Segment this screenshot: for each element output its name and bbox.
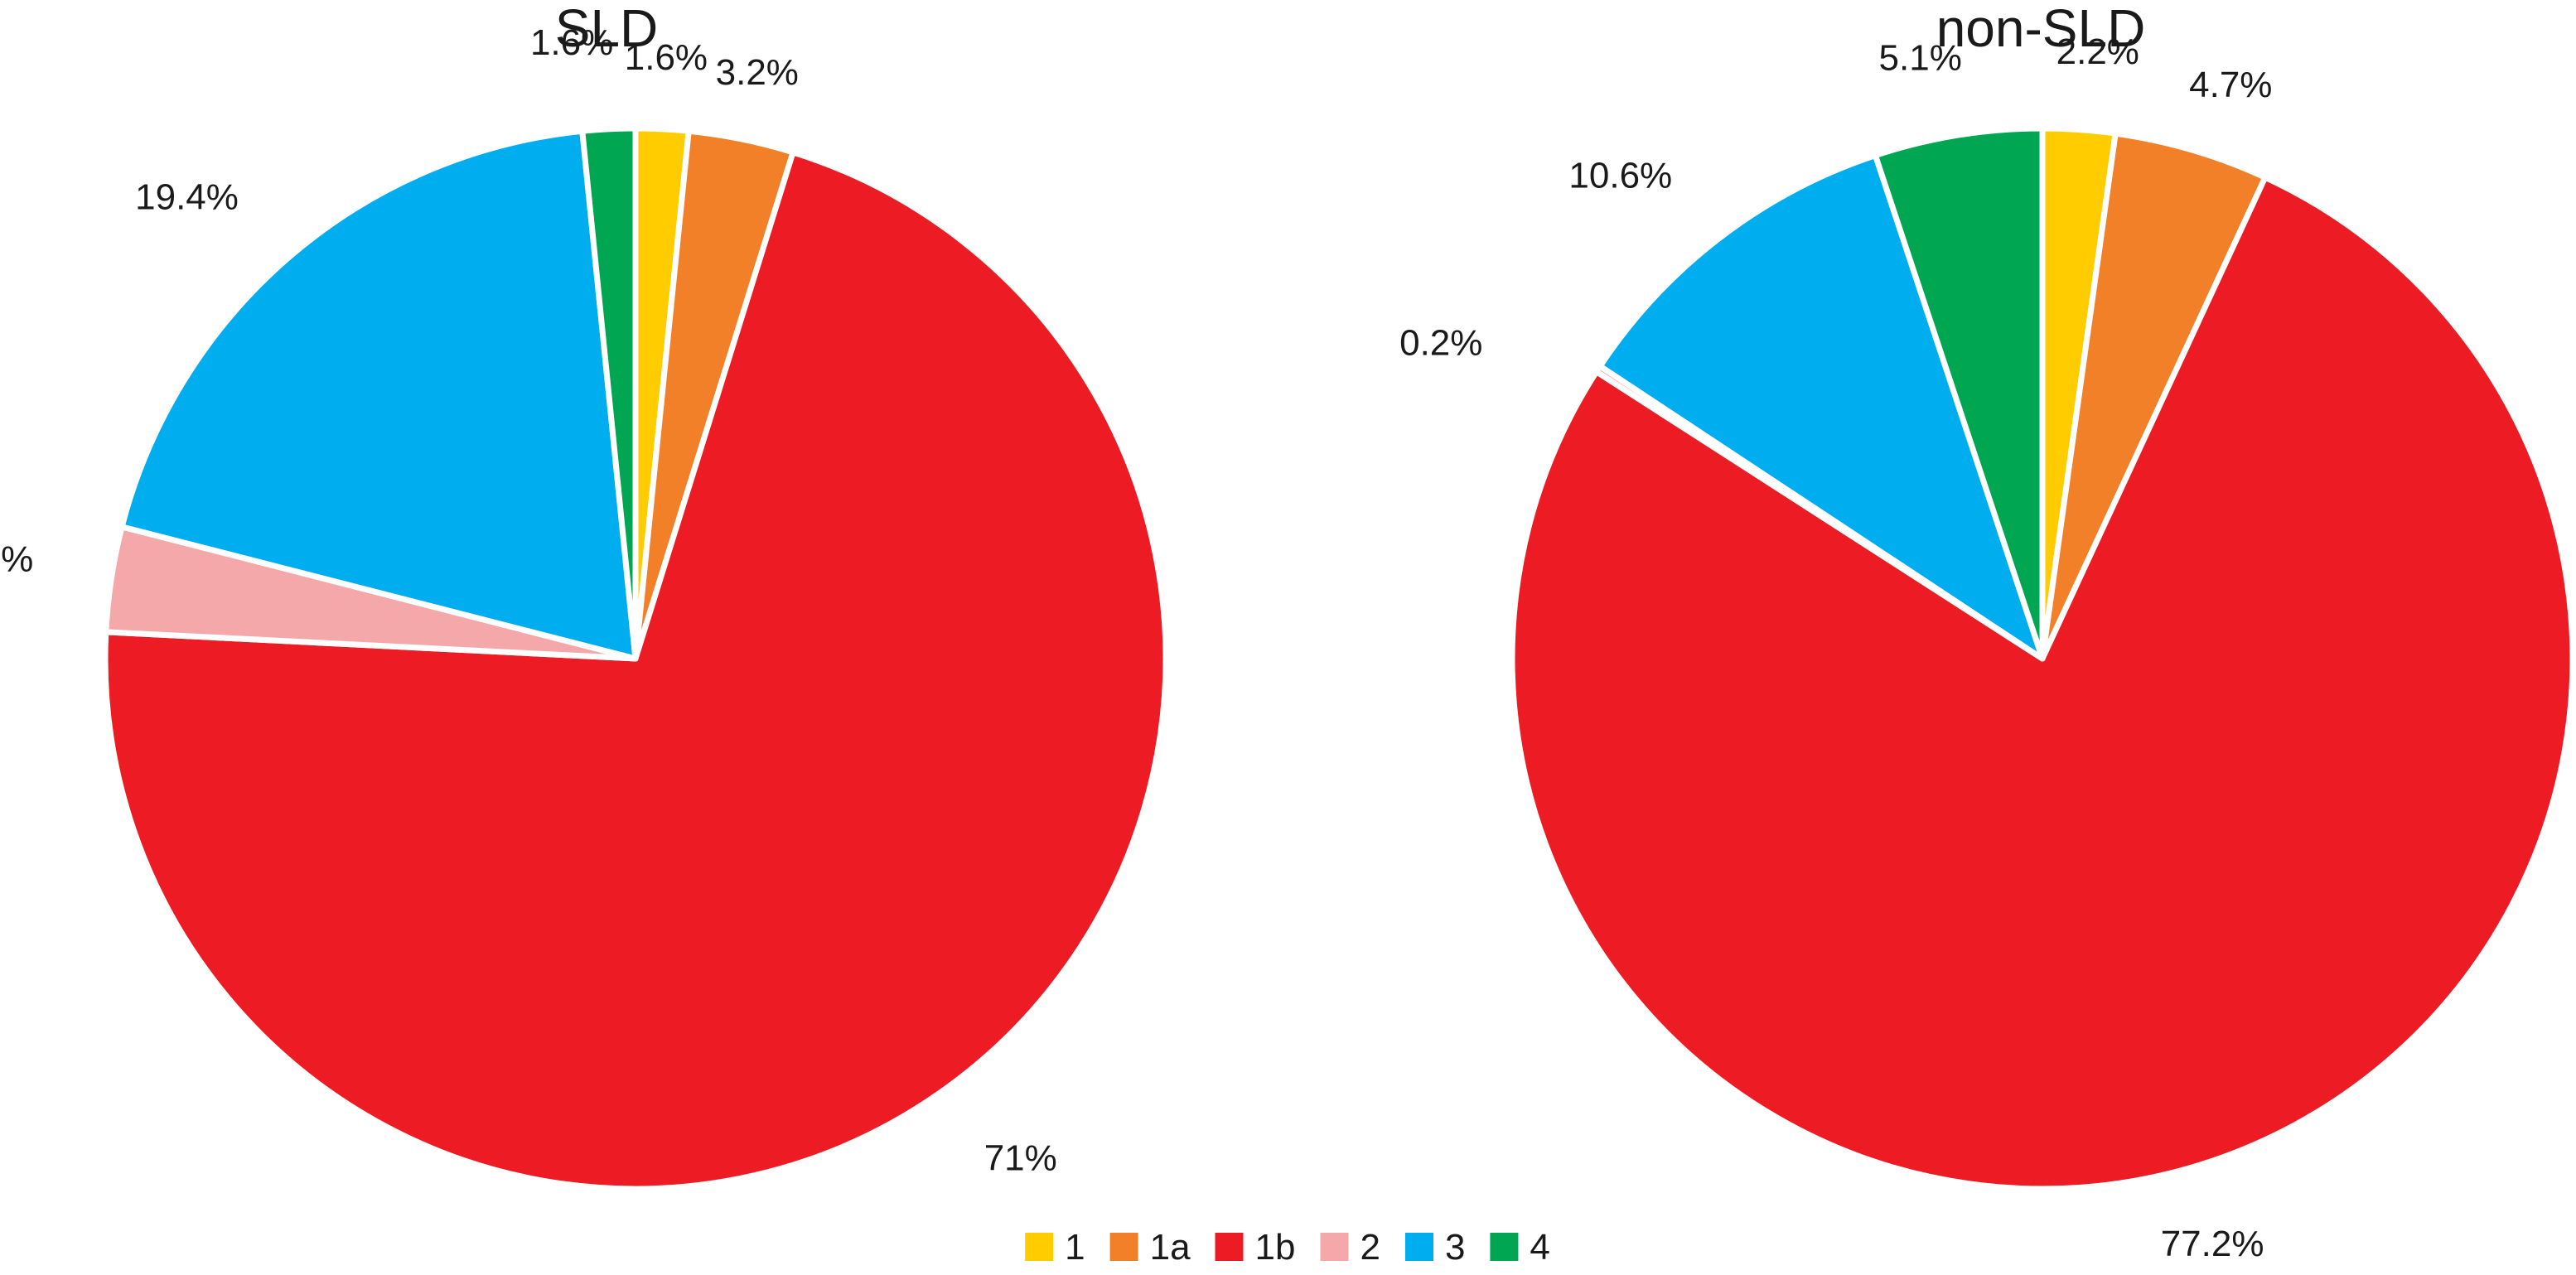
legend-item-1b: 1b xyxy=(1215,1227,1296,1268)
non-sld-label-3: 10.6% xyxy=(1568,155,1672,196)
non-sld-slice-1a xyxy=(2039,130,2269,662)
non-sld-label-1: 2.2% xyxy=(2056,31,2139,72)
non-sld-slice-1b xyxy=(1509,174,2576,1192)
legend-item-3: 3 xyxy=(1405,1227,1465,1268)
legend-swatch-2 xyxy=(1320,1233,1349,1261)
legend-label-4: 4 xyxy=(1530,1227,1549,1268)
non-sld-label-2: 0.2% xyxy=(1399,322,1482,363)
non-sld-slice-labels: 2.2% 4.7% 77.2% 0.2% 10.6% 5.1% xyxy=(1399,31,2272,1264)
legend-item-1: 1 xyxy=(1025,1227,1085,1268)
legend-label-3: 3 xyxy=(1445,1227,1465,1268)
non-sld-label-1b: 77.2% xyxy=(2161,1224,2264,1264)
legend-swatch-3 xyxy=(1405,1233,1433,1261)
legend-label-1a: 1a xyxy=(1150,1227,1191,1268)
legend-item-2: 2 xyxy=(1320,1227,1380,1268)
sld-label-4: 1.6% xyxy=(530,22,613,63)
legend: 1 1a 1b 2 3 4 xyxy=(1025,1227,1550,1268)
chart-title-non-sld: non-SLD xyxy=(1936,0,2146,58)
non-sld-slice-4 xyxy=(1872,125,2046,662)
chart-title-sld: SLD xyxy=(555,0,659,58)
sld-label-2: 3.2% xyxy=(0,539,33,580)
sld-label-1b: 71% xyxy=(984,1138,1057,1179)
chart-sld: SLD 1.6%3.2%71%3.2%19.4%1.6% xyxy=(0,0,1169,1192)
chart-non-sld: non-SLD 2.2% 4.7% 77.2% 0.2% 10.6% 5.1% xyxy=(1399,0,2576,1264)
sld-slice-1b xyxy=(102,149,1169,1192)
sld-slice-4 xyxy=(579,125,639,662)
sld-slices xyxy=(102,125,1169,1192)
sld-slice-3 xyxy=(118,128,639,662)
legend-label-1b: 1b xyxy=(1255,1227,1296,1268)
legend-swatch-1a xyxy=(1109,1233,1138,1261)
sld-slice-labels: 1.6%3.2%71%3.2%19.4%1.6% xyxy=(0,22,1057,1179)
non-sld-slices xyxy=(1509,125,2576,1192)
legend-swatch-1b xyxy=(1215,1233,1244,1261)
sld-label-1a: 3.2% xyxy=(716,52,799,93)
legend-label-2: 2 xyxy=(1360,1227,1380,1268)
legend-label-1: 1 xyxy=(1065,1227,1085,1268)
non-sld-label-4: 5.1% xyxy=(1879,37,1962,78)
legend-item-1a: 1a xyxy=(1109,1227,1191,1268)
legend-swatch-4 xyxy=(1490,1233,1519,1261)
non-sld-slice-3 xyxy=(1597,152,2046,662)
legend-item-4: 4 xyxy=(1490,1227,1550,1268)
non-sld-label-1a: 4.7% xyxy=(2189,65,2272,105)
legend-swatch-1 xyxy=(1025,1233,1054,1261)
sld-label-1: 1.6% xyxy=(625,37,708,78)
sld-label-3: 19.4% xyxy=(135,177,239,218)
